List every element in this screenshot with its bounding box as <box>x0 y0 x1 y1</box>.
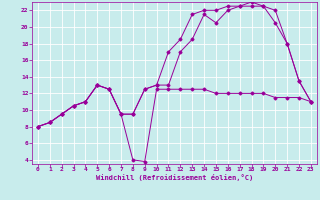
X-axis label: Windchill (Refroidissement éolien,°C): Windchill (Refroidissement éolien,°C) <box>96 174 253 181</box>
